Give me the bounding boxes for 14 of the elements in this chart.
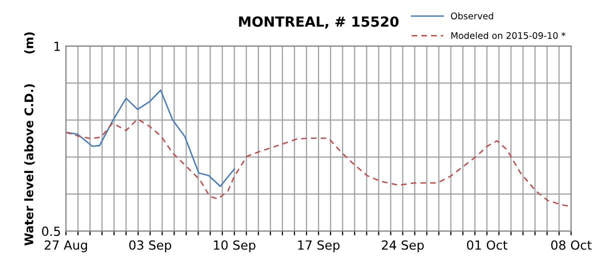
y-tick-label: 1 — [54, 42, 60, 51]
line-series — [66, 89, 236, 188]
x-tick-label: 01 Oct — [467, 240, 508, 250]
legend-label: Observed — [450, 12, 494, 20]
x-tick-label: 08 Oct — [551, 240, 592, 250]
legend-label: Modeled on 2015-09-10 * — [451, 32, 566, 39]
chart-title: MONTREAL, # 15520 — [239, 16, 399, 29]
x-tick-label: 24 Sep — [382, 240, 424, 252]
x-tick-label: 27 Aug — [44, 240, 87, 252]
y-tick-label: 0.5 — [42, 226, 60, 236]
x-tick-label: 03 Sep — [129, 240, 172, 252]
x-tick-label: 17 Sep — [298, 240, 340, 252]
y-axis-title: Water level (above C.D.) (m) — [24, 32, 35, 246]
x-tick-label: 10 Sep — [214, 240, 256, 252]
